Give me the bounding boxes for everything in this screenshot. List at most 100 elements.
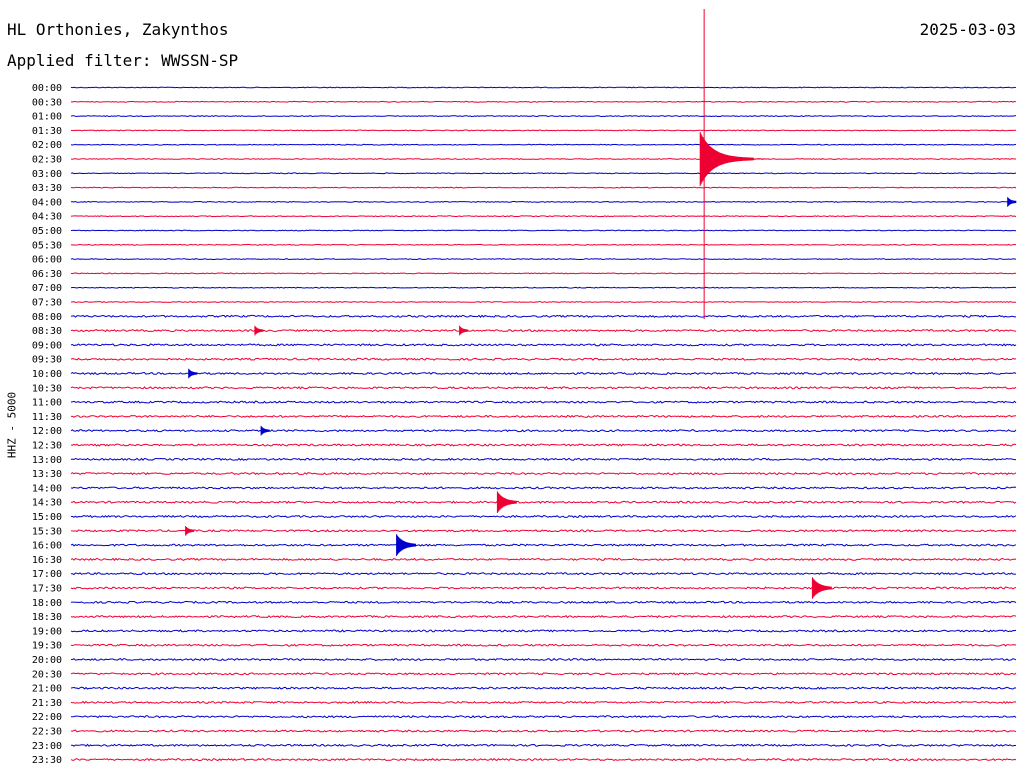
time-label: 01:30 [32, 126, 62, 137]
trace-line [70, 258, 1017, 261]
trace-line [70, 457, 1016, 461]
trace-line [70, 715, 1017, 719]
trace-line [70, 229, 1017, 232]
time-label: 22:30 [32, 727, 62, 738]
time-label: 23:00 [32, 741, 62, 752]
trace-line [70, 386, 1017, 390]
time-label: 20:00 [32, 655, 62, 666]
time-label: 02:00 [32, 140, 62, 151]
time-label: 22:00 [32, 712, 62, 723]
time-label: 14:00 [32, 483, 62, 494]
time-label: 15:00 [32, 512, 62, 523]
time-label: 00:30 [32, 97, 62, 108]
trace-line [70, 600, 1017, 604]
trace-line [70, 414, 1017, 419]
time-label: 14:30 [32, 498, 62, 509]
time-label: 18:30 [32, 612, 62, 623]
trace-line [70, 514, 1017, 519]
time-label: 09:00 [32, 340, 62, 351]
trace-line [70, 172, 1017, 175]
time-label: 11:30 [32, 412, 62, 423]
time-label: 16:00 [32, 541, 62, 552]
time-label: 03:30 [32, 183, 62, 194]
trace-line [70, 429, 1017, 433]
trace-line [70, 629, 1017, 633]
trace-line [70, 614, 1017, 619]
station-title: HL Orthonies, Zakynthos [7, 20, 229, 39]
time-label: 05:00 [32, 226, 62, 237]
time-label: 08:00 [32, 312, 62, 323]
time-label: 10:00 [32, 369, 62, 380]
time-label: 20:30 [32, 669, 62, 680]
trace-line [70, 143, 1017, 146]
trace-line [70, 686, 1017, 690]
time-label: 17:00 [32, 569, 62, 580]
trace-line [70, 115, 1016, 118]
time-label: 07:00 [32, 283, 62, 294]
time-label: 23:30 [32, 755, 62, 766]
trace-line [70, 329, 1017, 333]
event-waveform [188, 368, 198, 379]
trace-line [70, 700, 1017, 705]
trace-line [70, 301, 1017, 303]
trace-line [70, 729, 1017, 733]
time-label: 06:30 [32, 269, 62, 280]
trace-line [70, 243, 1017, 246]
time-label: 13:30 [32, 469, 62, 480]
time-label: 19:30 [32, 641, 62, 652]
trace-line [70, 86, 1017, 89]
trace-line [70, 643, 1017, 647]
trace-line [70, 543, 1017, 547]
trace-line [70, 400, 1017, 404]
time-label: 10:30 [32, 383, 62, 394]
time-label: 19:00 [32, 626, 62, 637]
time-label: 03:00 [32, 169, 62, 180]
trace-line [70, 472, 1017, 476]
trace-line [70, 286, 1017, 289]
time-label: 04:00 [32, 197, 62, 208]
trace-line [71, 186, 1017, 189]
event-waveform [811, 577, 832, 599]
event-waveform [396, 534, 416, 556]
event-waveform [459, 325, 469, 336]
date-label: 2025-03-03 [919, 20, 1016, 39]
time-label: 21:30 [32, 698, 62, 709]
time-label: 08:30 [32, 326, 62, 337]
time-label: 17:30 [32, 584, 62, 595]
time-label: 04:30 [32, 212, 62, 223]
trace-line [70, 529, 1017, 533]
time-label: 06:00 [32, 255, 62, 266]
filter-label: Applied filter: WWSSN-SP [7, 51, 239, 70]
event-waveform [254, 325, 264, 336]
time-label: 12:00 [32, 426, 62, 437]
trace-line [70, 129, 1017, 132]
trace-line [70, 200, 1017, 203]
trace-line [70, 586, 1017, 590]
trace-line [70, 672, 1017, 676]
time-label: 11:00 [32, 398, 62, 409]
time-label: 02:30 [32, 155, 62, 166]
trace-line [70, 314, 1016, 318]
time-label: 21:00 [32, 684, 62, 695]
trace-line [71, 500, 1017, 504]
time-label: 07:30 [32, 298, 62, 309]
trace-line [70, 557, 1017, 562]
trace-line [70, 357, 1017, 361]
trace-line [70, 272, 1017, 275]
time-label: 15:30 [32, 526, 62, 537]
trace-line [71, 743, 1017, 747]
event-waveform [185, 526, 195, 536]
trace-line [70, 443, 1017, 447]
trace-line [70, 100, 1017, 103]
time-label: 09:30 [32, 355, 62, 366]
event-waveform [496, 491, 517, 513]
event-waveform [699, 9, 770, 319]
time-label: 00:00 [32, 83, 62, 94]
time-label: 18:00 [32, 598, 62, 609]
trace-line [71, 657, 1017, 662]
event-waveform [260, 425, 270, 436]
time-label: 05:30 [32, 240, 62, 251]
time-label: 12:30 [32, 441, 62, 452]
trace-line [70, 572, 1017, 576]
